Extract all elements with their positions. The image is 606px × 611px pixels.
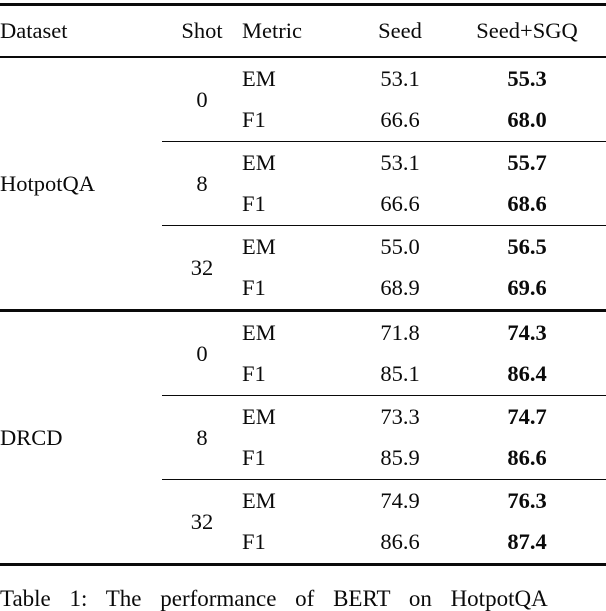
metric-label: F1 (242, 275, 266, 301)
metric-label: EM (242, 479, 352, 522)
results-table: Dataset Shot Metric Seed Seed+SGQ Hotpot… (0, 3, 606, 566)
metric-label: EM (242, 395, 352, 438)
header-cell-seed-sgq: Seed+SGQ (448, 4, 606, 58)
seed-value: 73.3 (352, 395, 448, 438)
metric-label: EM (242, 65, 276, 91)
shot-value: 0 (196, 86, 208, 112)
seed-sgq-value: 74.7 (448, 395, 606, 438)
table-row: 8 EM 53.1 55.7 (0, 141, 606, 226)
group-drcd: DRCD 0 EM 71.8 74.3 F1 85.1 86.4 8 EM 73… (0, 309, 606, 565)
header-cell-seed: Seed (352, 4, 448, 58)
seed-value: 66.6 (380, 191, 420, 217)
seed-sgq-value: 68.6 (507, 191, 547, 217)
seed-sgq-value: 68.0 (507, 107, 547, 133)
table-row: F1 86.6 87.4 (0, 522, 606, 565)
metric-label: F1 (242, 361, 266, 387)
shot-value: 8 (162, 141, 242, 226)
table-caption: Table 1: The performance of BERT on Hotp… (0, 586, 548, 611)
header-cell-metric: Metric (242, 4, 352, 58)
seed-value: 71.8 (352, 309, 448, 354)
table-row: F1 68.9 69.6 (0, 268, 606, 311)
seed-sgq-value: 55.3 (507, 65, 547, 91)
table-row: 8 EM 73.3 74.7 (0, 395, 606, 480)
seed-value: 85.9 (380, 445, 420, 471)
shot-value: 32 (162, 225, 242, 311)
seed-value: 53.1 (380, 65, 420, 91)
seed-sgq-value: 56.5 (448, 225, 606, 268)
seed-value: 86.6 (380, 529, 420, 555)
header-cell-shot: Shot (162, 4, 242, 58)
seed-sgq-value: 86.6 (507, 445, 547, 471)
seed-value: 55.0 (352, 225, 448, 268)
dataset-label: DRCD (0, 309, 162, 565)
shot-value: 32 (162, 479, 242, 565)
table-row: 32 EM 74.9 76.3 (0, 479, 606, 565)
seed-value: 74.9 (352, 479, 448, 522)
seed-sgq-value: 76.3 (448, 479, 606, 522)
seed-sgq-value: 74.3 (448, 309, 606, 354)
metric-label: EM (242, 309, 352, 354)
metric-label: F1 (242, 445, 266, 471)
shot-value: 8 (162, 395, 242, 480)
metric-label: EM (242, 141, 352, 184)
seed-sgq-value: 55.7 (448, 141, 606, 184)
seed-value: 53.1 (352, 141, 448, 184)
table-row: F1 66.6 68.0 (0, 100, 606, 142)
metric-label: F1 (242, 191, 266, 217)
table-row: F1 85.9 86.6 (0, 438, 606, 480)
seed-value: 68.9 (380, 275, 420, 301)
seed-sgq-value: 87.4 (507, 529, 547, 555)
header-row: Dataset Shot Metric Seed Seed+SGQ (0, 4, 606, 58)
metric-label: F1 (242, 107, 266, 133)
table-row: DRCD 0 EM 71.8 74.3 (0, 309, 606, 565)
seed-sgq-value: 69.6 (507, 275, 547, 301)
seed-value: 85.1 (380, 361, 420, 387)
seed-value: 66.6 (380, 107, 420, 133)
table-row: 32 EM 55.0 56.5 (0, 225, 606, 311)
table-row: HotpotQA 0 EM 53.1 55.3 (0, 57, 606, 196)
metric-label: F1 (242, 529, 266, 555)
table-header: Dataset Shot Metric Seed Seed+SGQ (0, 4, 606, 58)
header-cell-dataset: Dataset (0, 4, 162, 58)
seed-sgq-value: 86.4 (507, 361, 547, 387)
dataset-label: HotpotQA (0, 170, 95, 196)
shot-value: 0 (162, 309, 242, 396)
table-row: F1 66.6 68.6 (0, 184, 606, 226)
group-hotpotqa: HotpotQA 0 EM 53.1 55.3 F1 66.6 68.0 8 E… (0, 57, 606, 311)
table-row: F1 85.1 86.4 (0, 354, 606, 396)
metric-label: EM (242, 225, 352, 268)
